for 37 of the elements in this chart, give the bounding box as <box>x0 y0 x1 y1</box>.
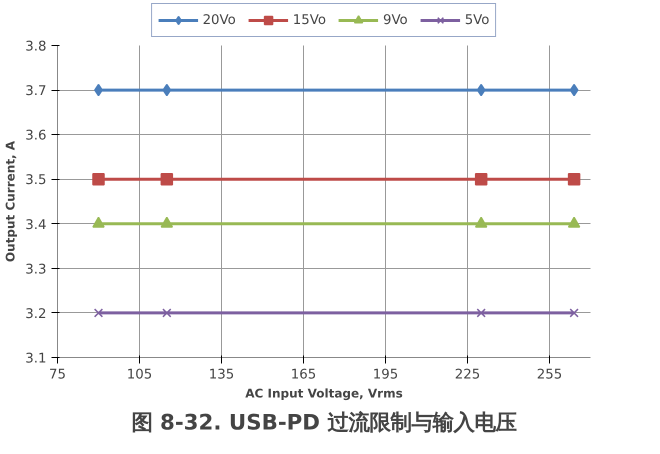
x-tick-label: 225 <box>454 368 480 382</box>
legend-label: 20Vo <box>202 12 236 28</box>
y-tick-label: 3.4 <box>25 218 47 233</box>
x-axis-title: AC Input Voltage, Vrms <box>245 386 403 400</box>
y-tick-label: 3.3 <box>25 262 47 278</box>
legend-label: 15Vo <box>292 12 326 28</box>
point <box>476 308 486 318</box>
y-tick-label: 3.2 <box>25 306 47 322</box>
point <box>92 216 105 228</box>
y-tick-label: 3.6 <box>25 128 47 144</box>
point <box>160 172 174 186</box>
point <box>160 216 174 228</box>
x-tick-label: 255 <box>536 368 562 382</box>
point <box>570 84 579 96</box>
x-tick-label: 195 <box>372 368 398 382</box>
point <box>474 216 488 228</box>
y-tick-label: 3.7 <box>25 84 47 100</box>
point <box>568 172 580 186</box>
point <box>162 308 172 318</box>
legend-label: 9Vo <box>382 12 408 28</box>
point <box>568 216 580 228</box>
point <box>94 308 104 318</box>
y-axis-title: Output Current, A <box>3 140 18 262</box>
point <box>474 172 488 186</box>
point <box>569 308 579 318</box>
point <box>476 84 486 96</box>
y-tick-label: 3.8 <box>25 40 47 54</box>
point <box>92 172 105 186</box>
x-tick-label: 135 <box>208 368 234 382</box>
y-tick-label: 3.5 <box>25 173 47 188</box>
text: 图 8-32. USB-PD 过流限制与输入电压 <box>132 410 516 436</box>
x-tick-label: 75 <box>49 368 66 382</box>
legend-label: 5Vo <box>464 12 490 28</box>
y-tick-label: 3.1 <box>25 352 47 366</box>
point <box>162 84 172 96</box>
x-tick-label: 165 <box>290 368 316 382</box>
x-tick-label: 105 <box>126 368 152 382</box>
